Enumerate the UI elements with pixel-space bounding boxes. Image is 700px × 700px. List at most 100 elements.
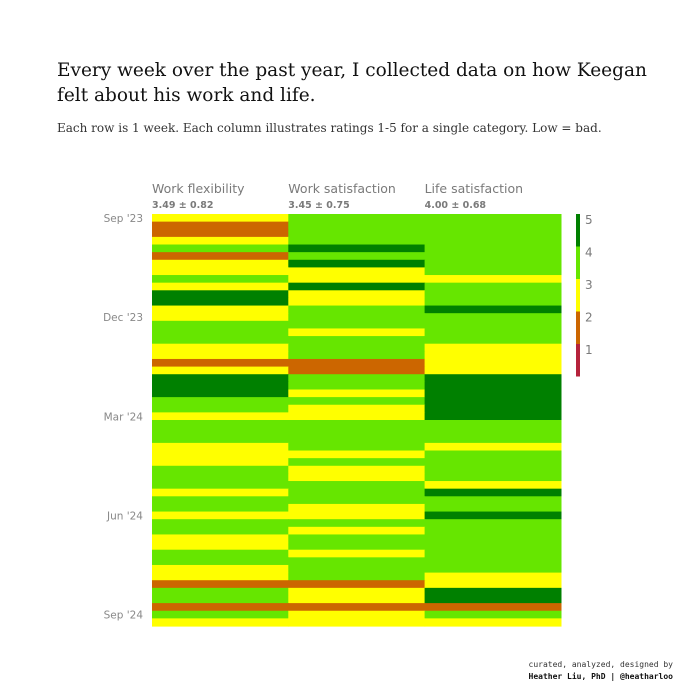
heatmap-cell xyxy=(288,320,426,330)
heatmap-cell xyxy=(424,465,562,475)
heatmap-cell xyxy=(424,450,562,459)
heatmap-cell xyxy=(424,404,562,413)
heatmap-cell xyxy=(152,458,289,467)
heatmap-cell xyxy=(288,297,426,307)
heatmap-cell xyxy=(152,366,289,375)
heatmap-cell xyxy=(424,351,562,360)
legend-label: 3 xyxy=(585,278,593,292)
heatmap-cell xyxy=(424,381,562,391)
heatmap-cell xyxy=(152,412,289,421)
column-stat: 3.45 ± 0.75 xyxy=(288,200,349,211)
heatmap-cell xyxy=(152,404,289,413)
heatmap-cell xyxy=(288,603,426,612)
heatmap-cell xyxy=(288,290,426,299)
heatmap-cell xyxy=(152,519,289,528)
legend-swatch xyxy=(576,214,580,247)
heatmap-cell xyxy=(424,374,562,383)
heatmap-cell xyxy=(152,229,289,238)
heatmap-cell xyxy=(152,435,289,444)
heatmap-cell xyxy=(288,488,426,497)
heatmap-cell xyxy=(288,343,426,352)
legend-swatch xyxy=(576,344,580,377)
heatmap-cell xyxy=(288,618,426,627)
heatmap-cell xyxy=(288,267,426,276)
legend-label: 4 xyxy=(585,246,593,260)
heatmap-cell xyxy=(152,381,289,391)
heatmap-cell xyxy=(424,412,562,421)
heatmap-cell xyxy=(424,557,562,566)
column-stat: 4.00 ± 0.68 xyxy=(425,200,487,211)
heatmap-cell xyxy=(424,511,562,520)
heatmap-cell xyxy=(152,328,289,337)
heatmap-cell xyxy=(288,610,426,619)
heatmap-cell xyxy=(424,526,562,536)
heatmap-cell xyxy=(288,214,426,223)
heatmap-cell xyxy=(424,420,562,429)
heatmap-cell xyxy=(424,595,562,604)
heatmap-cell xyxy=(152,267,289,276)
heatmap-cell xyxy=(288,252,426,261)
heatmap-cell xyxy=(152,580,289,589)
heatmap-cell xyxy=(424,336,562,345)
heatmap-cell xyxy=(424,305,562,314)
heatmap-cell xyxy=(288,305,426,314)
heatmap-cell xyxy=(424,610,562,619)
chart-subtitle: Each row is 1 week. Each column illustra… xyxy=(57,121,602,135)
legend-swatch xyxy=(576,311,580,344)
heatmap-cell xyxy=(152,511,289,520)
heatmap-cell xyxy=(288,374,426,383)
heatmap-cell xyxy=(424,328,562,337)
heatmap-cell xyxy=(152,244,289,253)
heatmap-cell xyxy=(288,526,426,536)
heatmap-cell xyxy=(288,442,426,452)
heatmap-cell xyxy=(424,534,562,543)
heatmap-cell xyxy=(424,275,562,284)
heatmap-cell xyxy=(288,282,426,291)
legend-label: 2 xyxy=(585,311,593,325)
heatmap-cell xyxy=(424,549,562,558)
heatmap-cell xyxy=(152,595,289,604)
heatmap-cell xyxy=(152,488,289,497)
heatmap-cell xyxy=(152,351,289,360)
heatmap-cell xyxy=(152,557,289,566)
heatmap-cell xyxy=(424,572,562,581)
heatmap-cell xyxy=(152,465,289,475)
heatmap-cell xyxy=(424,267,562,276)
heatmap-cell xyxy=(424,214,562,223)
heatmap-cell xyxy=(288,503,426,513)
heatmap-cell xyxy=(424,542,562,551)
heatmap-cell xyxy=(288,587,426,597)
heatmap-cell xyxy=(152,282,289,291)
heatmap-cell xyxy=(288,351,426,360)
heatmap-cell xyxy=(288,221,426,230)
heatmap-cell xyxy=(288,458,426,467)
heatmap-cell xyxy=(424,244,562,253)
heatmap-cell xyxy=(424,488,562,497)
heatmap-cell xyxy=(288,336,426,345)
heatmap-cell xyxy=(288,366,426,375)
heatmap-cell xyxy=(424,236,562,246)
row-label: Mar '24 xyxy=(104,411,144,423)
heatmap-cell xyxy=(152,397,289,406)
heatmap-cell xyxy=(424,580,562,589)
column-headers: Work flexibility 3.49 ± 0.82 Work satisfac… xyxy=(152,181,523,211)
column-header: Work flexibility xyxy=(152,181,245,196)
heatmap-cell xyxy=(152,450,289,459)
heatmap-cell xyxy=(424,458,562,467)
heatmap-cell xyxy=(288,542,426,551)
heatmap-cell xyxy=(424,297,562,307)
heatmap-cell xyxy=(152,336,289,345)
heatmap-cell xyxy=(424,503,562,513)
credit-line-1: curated, analyzed, designed by xyxy=(528,660,674,669)
heatmap-cell xyxy=(424,587,562,597)
heatmap-cell xyxy=(424,496,562,505)
legend-swatch xyxy=(576,279,580,312)
heatmap-cell xyxy=(152,503,289,513)
heatmap-cell xyxy=(152,275,289,284)
row-label: Dec '23 xyxy=(103,312,143,324)
heatmap-cell xyxy=(424,473,562,482)
heatmap-cell xyxy=(152,297,289,307)
heatmap-cell xyxy=(152,343,289,352)
heatmap-cell xyxy=(288,549,426,558)
